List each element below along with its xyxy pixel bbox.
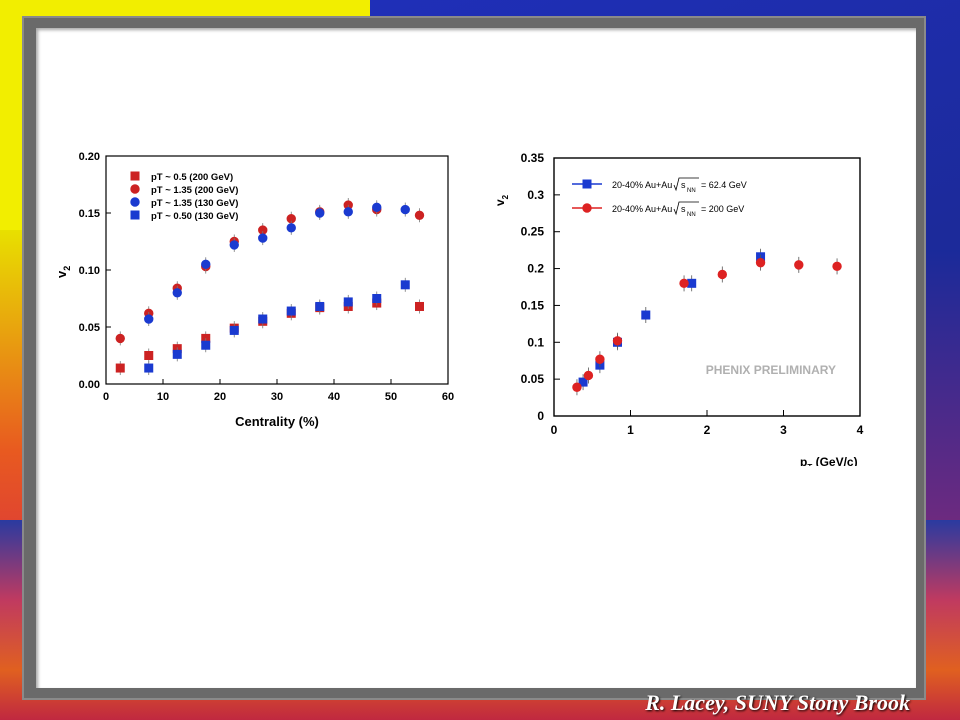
x-tick-label: 60 <box>442 391 454 403</box>
data-point <box>583 370 594 381</box>
data-point <box>286 223 296 233</box>
x-tick-label: 2 <box>704 423 711 437</box>
legend-label: pT ~ 1.35 (130 GeV) <box>151 198 238 209</box>
data-point <box>717 269 728 280</box>
legend-label: pT ~ 1.35 (200 GeV) <box>151 185 238 196</box>
x-tick-label: 10 <box>157 391 169 403</box>
data-point <box>414 210 425 220</box>
x-tick-label: 20 <box>214 391 226 403</box>
y-tick-label: 0.2 <box>527 262 544 276</box>
footer-credit: R. Lacey, SUNY Stony Brook <box>645 690 910 715</box>
data-point <box>258 314 268 324</box>
data-point <box>115 333 125 344</box>
data-point <box>832 261 842 272</box>
data-point <box>315 208 325 218</box>
legend-label: 20-40% Au+Au <box>612 180 672 190</box>
data-point <box>144 351 154 360</box>
data-point <box>144 314 154 324</box>
y-tick-label: 0.00 <box>79 379 100 391</box>
legend-marker <box>130 171 140 181</box>
data-point <box>641 310 651 320</box>
x-axis-label: pT (GeV/c) <box>800 455 858 466</box>
data-point <box>372 294 382 303</box>
x-tick-label: 50 <box>385 391 397 403</box>
centrality-chart: 0 10 20 30 40 50 60 0.00 0.05 0.10 0.15 0.20 Central… <box>54 151 454 429</box>
x-tick-label: 30 <box>271 391 283 403</box>
data-point <box>372 202 382 213</box>
data-point <box>578 377 588 387</box>
data-point <box>144 363 154 373</box>
x-tick-label: 1 <box>627 423 634 437</box>
legend-label: 20-40% Au+Au <box>612 204 672 214</box>
y-tick-label: 0.15 <box>79 208 100 220</box>
y-tick-label: 0.10 <box>79 265 100 277</box>
data-point <box>755 257 766 268</box>
data-point <box>679 278 689 289</box>
plot-frame <box>553 157 861 417</box>
legend-sqrt-s: s <box>681 204 686 214</box>
data-point <box>286 306 296 316</box>
data-point <box>400 204 410 215</box>
legend-marker <box>130 197 140 207</box>
y-tick-label: 0.1 <box>527 335 544 349</box>
legend-label: pT ~ 0.50 (130 GeV) <box>151 211 238 222</box>
x-tick-label: 0 <box>551 423 558 437</box>
data-point <box>612 336 623 346</box>
legend-marker <box>130 184 140 194</box>
data-point <box>201 340 211 350</box>
data-point <box>229 240 239 250</box>
data-point <box>115 363 125 373</box>
y-tick-label: 0.15 <box>521 298 545 312</box>
x-tick-label: 40 <box>328 391 340 403</box>
sqrt-symbol <box>673 177 699 192</box>
x-axis-label: Centrality (%) <box>235 414 319 429</box>
y-tick-label: 0.3 <box>527 188 544 202</box>
data-point <box>315 301 325 311</box>
legend-sqrt-nn: NN <box>687 188 696 194</box>
annotation-phenix: PHENIX PRELIMINARY <box>706 363 836 377</box>
data-point <box>343 297 353 307</box>
data-point <box>258 233 268 243</box>
data-point <box>415 301 424 311</box>
x-tick-label: 4 <box>857 423 864 437</box>
y-axis-label: v2 <box>493 194 510 206</box>
y-tick-label: 0.25 <box>521 225 545 239</box>
data-point <box>794 260 804 270</box>
legend-energy: = 62.4 GeV <box>701 180 747 190</box>
legend-marker <box>130 210 140 220</box>
data-point <box>572 382 582 392</box>
data-point <box>687 278 697 288</box>
data-point <box>595 354 605 364</box>
y-tick-label: 0.35 <box>521 151 545 165</box>
legend-marker <box>582 203 592 213</box>
legend-sqrt-s: s <box>681 180 686 190</box>
pt-chart: 0 1 2 3 4 0 0.05 0.1 0.15 0.2 0.25 0.3 0.35 pT (GeV/c… <box>493 151 864 466</box>
data-point <box>172 349 182 359</box>
legend-marker <box>582 179 592 189</box>
x-tick-label: 3 <box>780 423 787 437</box>
y-tick-label: 0.20 <box>79 151 100 163</box>
data-point <box>343 207 353 217</box>
data-point <box>172 288 182 298</box>
data-point <box>229 325 239 335</box>
legend-energy: = 200 GeV <box>701 204 744 214</box>
data-point <box>201 259 211 270</box>
x-tick-label: 0 <box>103 391 109 403</box>
legend-label: pT ~ 0.5 (200 GeV) <box>151 172 233 183</box>
legend-sqrt-nn: NN <box>687 212 696 218</box>
data-point <box>400 280 410 290</box>
y-tick-label: 0.05 <box>521 372 545 386</box>
slide-panel: 0 10 20 30 40 50 60 0.00 0.05 0.10 0.15 0.20 Central… <box>36 28 916 688</box>
y-axis-label: v2 <box>54 266 72 278</box>
sqrt-symbol <box>673 201 699 216</box>
y-tick-label: 0.05 <box>79 322 100 334</box>
y-tick-label: 0 <box>537 409 544 423</box>
